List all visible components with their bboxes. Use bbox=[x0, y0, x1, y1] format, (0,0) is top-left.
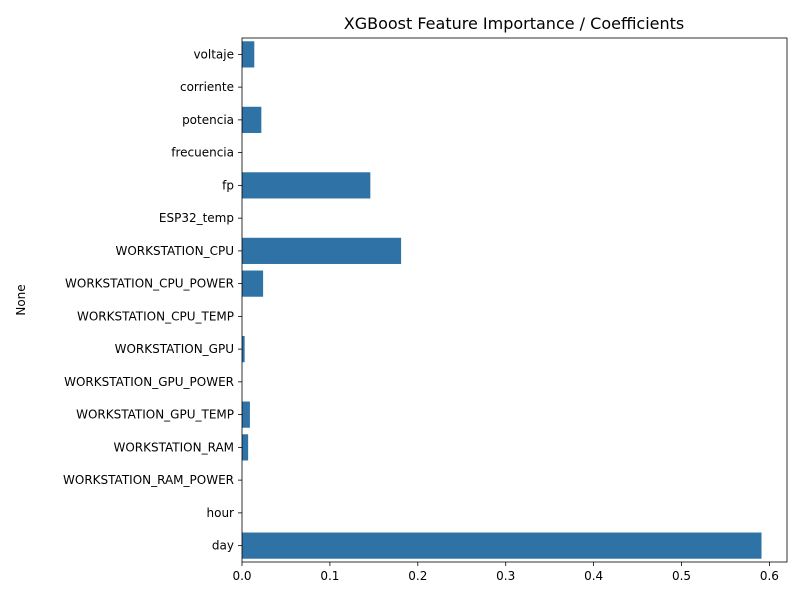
bar-WORKSTATION_GPU_TEMP bbox=[242, 401, 250, 428]
y-tick-label: ESP32_temp bbox=[159, 211, 234, 225]
y-tick-label: hour bbox=[207, 506, 235, 520]
y-tick-label: WORKSTATION_GPU bbox=[115, 342, 234, 356]
y-tick-label: voltaje bbox=[193, 47, 234, 61]
bar-potencia bbox=[242, 106, 262, 133]
bar-day bbox=[242, 532, 762, 559]
bar-voltaje bbox=[242, 41, 255, 68]
bar-WORKSTATION_RAM bbox=[242, 434, 249, 461]
y-axis-label: None bbox=[14, 284, 28, 315]
y-tick-label: WORKSTATION_GPU_POWER bbox=[64, 375, 234, 389]
x-ticks-layer: 0.0 0.1 0.2 0.3 0.4 0.5 0.6 bbox=[232, 562, 779, 583]
plot-frame bbox=[241, 37, 788, 563]
y-tick-label: WORKSTATION_CPU_TEMP bbox=[77, 309, 234, 323]
x-tick-label: 0.2 bbox=[408, 569, 427, 583]
bar-WORKSTATION_CPU bbox=[242, 237, 402, 264]
y-tick-label: WORKSTATION_CPU_POWER bbox=[65, 277, 234, 291]
y-tick-label: WORKSTATION_GPU_TEMP bbox=[76, 408, 234, 422]
y-tick-label: WORKSTATION_CPU bbox=[116, 244, 235, 258]
y-tick-label: WORKSTATION_RAM_POWER bbox=[63, 473, 234, 487]
bar-fp bbox=[242, 172, 371, 199]
x-tick-label: 0.5 bbox=[672, 569, 691, 583]
x-tick-label: 0.1 bbox=[320, 569, 339, 583]
chart-title: XGBoost Feature Importance / Coefficient… bbox=[344, 14, 685, 33]
bar-WORKSTATION_GPU bbox=[242, 336, 245, 363]
x-tick-label: 0.4 bbox=[584, 569, 603, 583]
y-tick-label: fp bbox=[222, 178, 234, 192]
bars-layer bbox=[242, 41, 762, 559]
y-tick-label: frecuencia bbox=[171, 146, 234, 160]
y-tick-label: WORKSTATION_RAM bbox=[113, 440, 234, 454]
y-tick-label: day bbox=[212, 539, 234, 553]
y-ticks-layer: voltaje corriente potencia frecuencia fp ESP3… bbox=[63, 47, 242, 553]
x-tick-label: 0.6 bbox=[760, 569, 779, 583]
y-tick-label: corriente bbox=[180, 80, 234, 94]
y-tick-label: potencia bbox=[182, 113, 234, 127]
x-tick-label: 0.0 bbox=[232, 569, 251, 583]
bar-WORKSTATION_CPU_POWER bbox=[242, 270, 264, 297]
x-tick-label: 0.3 bbox=[496, 569, 515, 583]
